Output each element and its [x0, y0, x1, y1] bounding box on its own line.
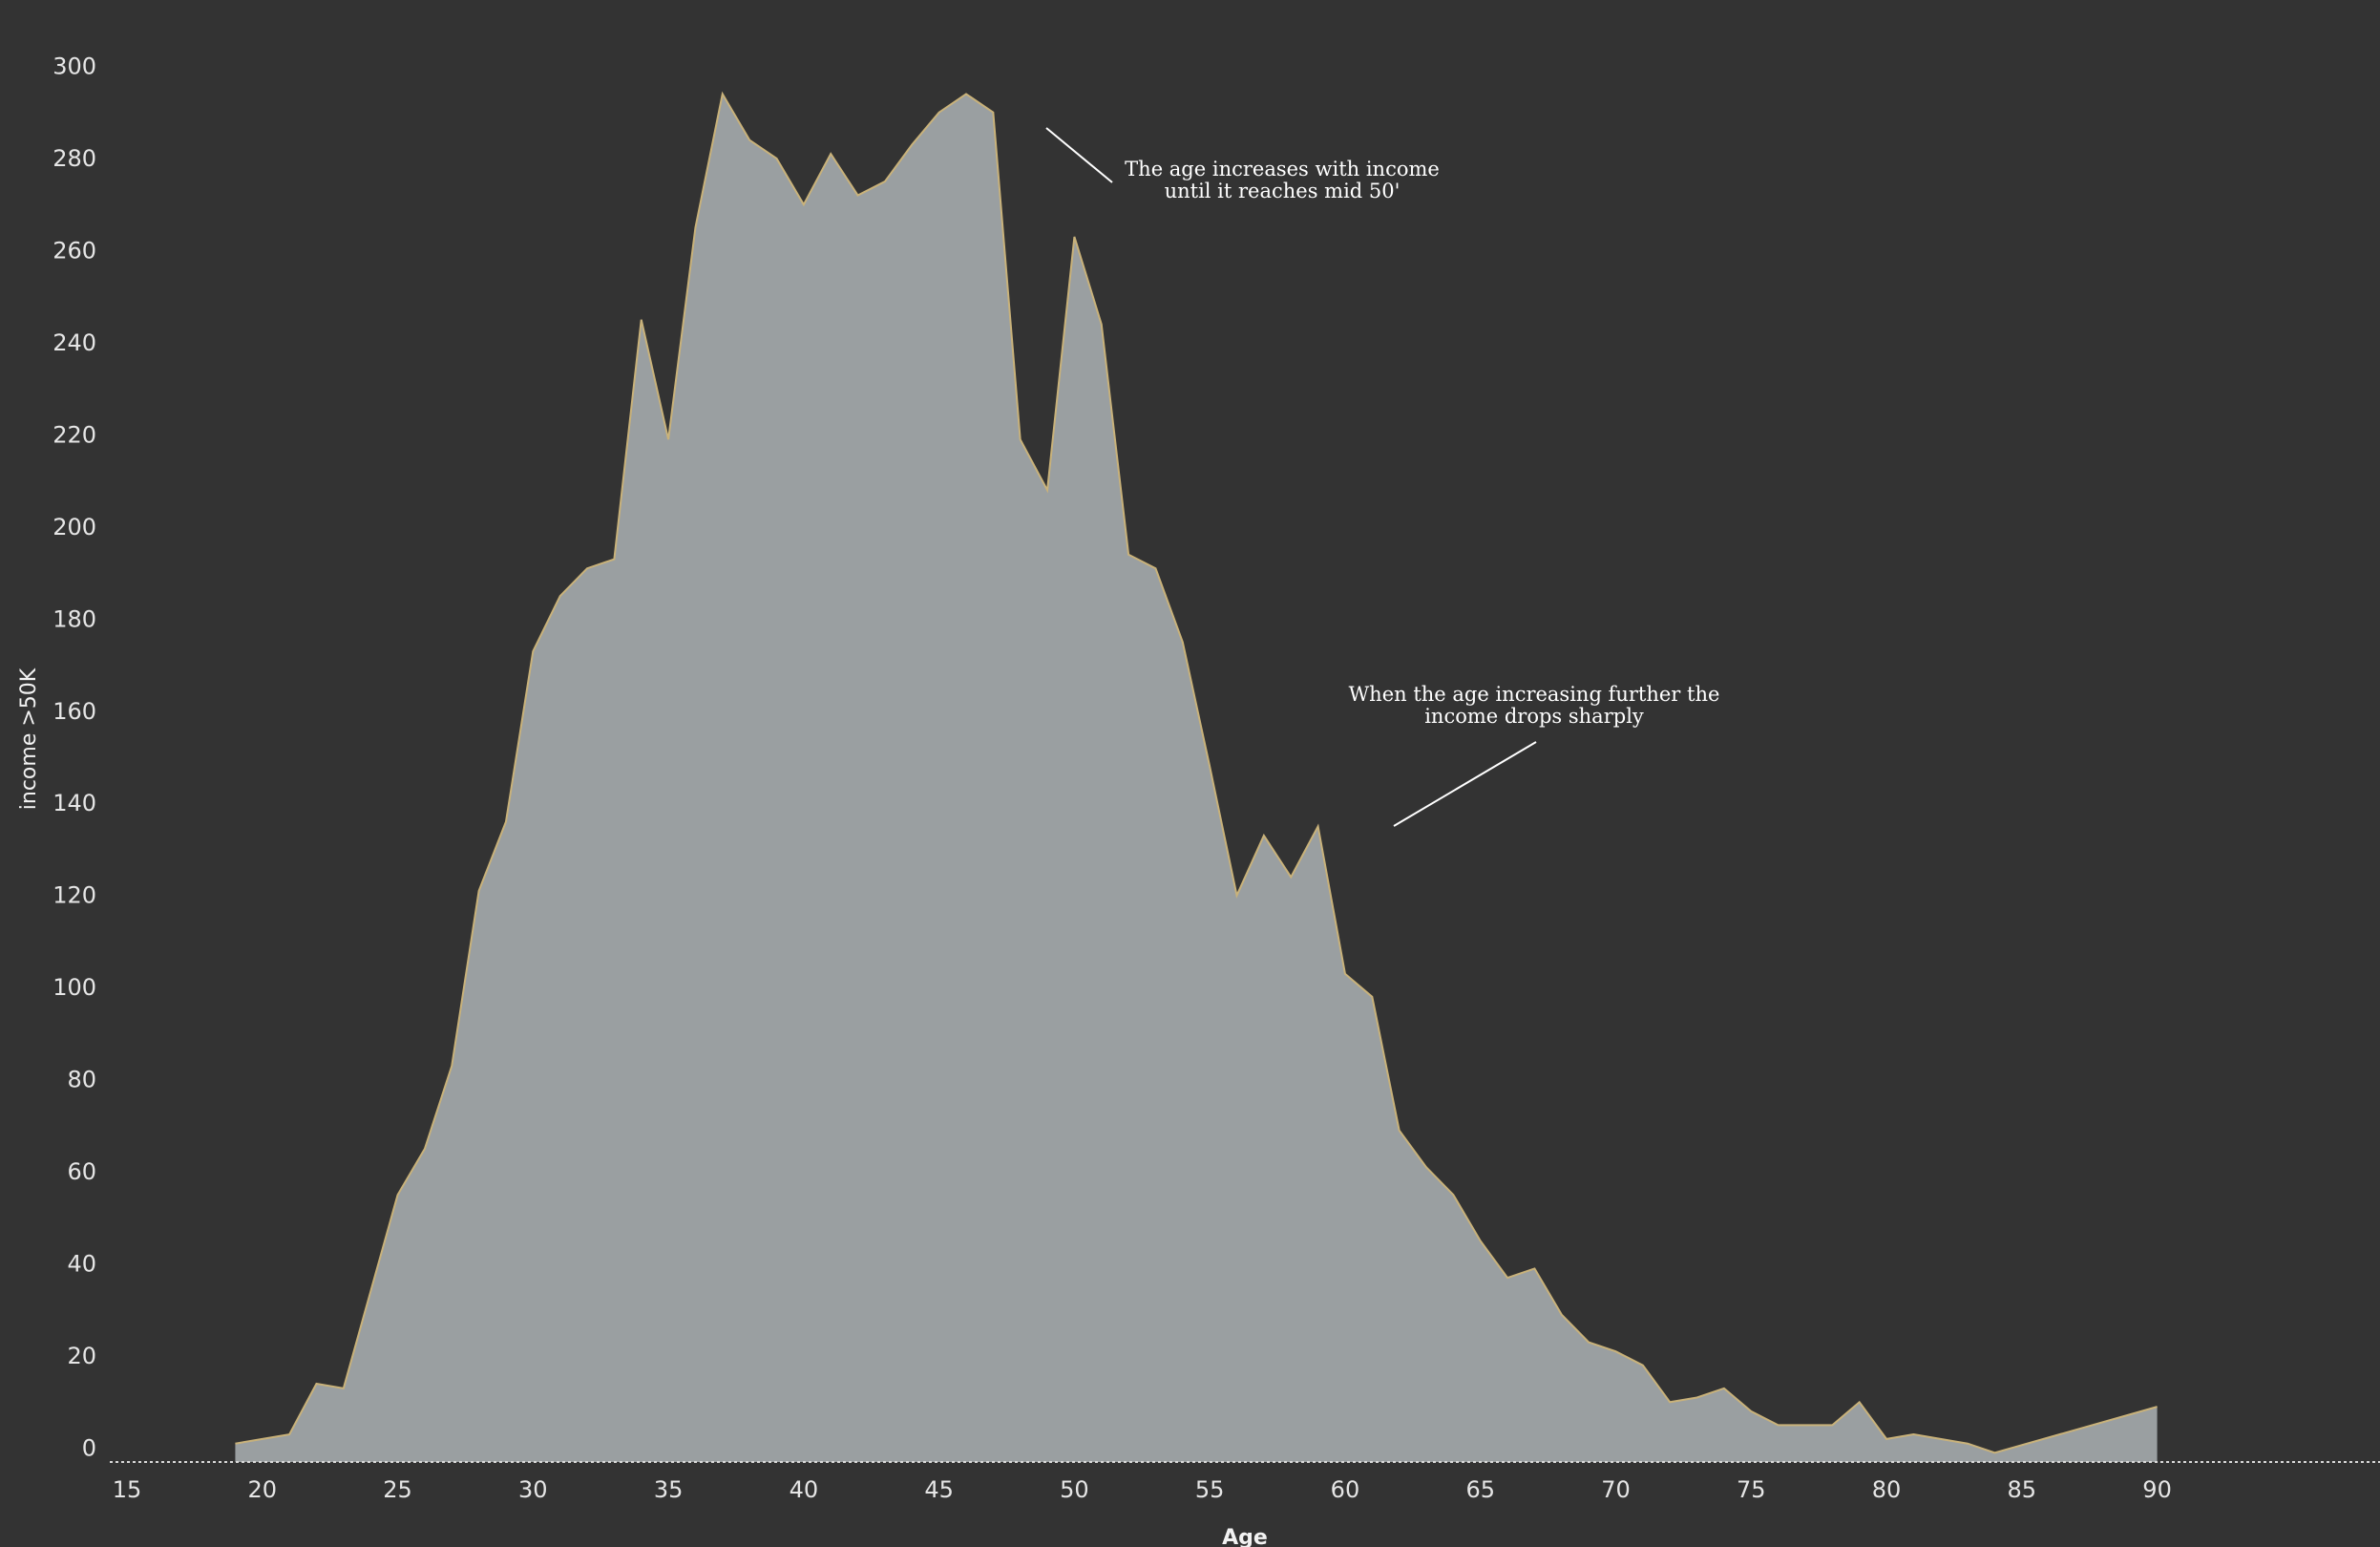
- x-tick-label: 80: [1872, 1476, 1902, 1503]
- y-tick-label: 140: [53, 790, 96, 816]
- income-area-outline: [235, 91, 2158, 1454]
- x-tick-label: 50: [1060, 1476, 1089, 1503]
- y-tick-label: 200: [53, 514, 96, 540]
- annotation-2-line-1: When the age increasing further the: [1349, 683, 1720, 706]
- x-tick-label: 25: [383, 1476, 412, 1503]
- annotation-1-line-1: The age increases with income: [1125, 158, 1440, 180]
- x-tick-label: 20: [247, 1476, 277, 1503]
- y-tick-label: 40: [67, 1251, 96, 1278]
- x-tick-label: 55: [1195, 1476, 1225, 1503]
- annotation-pointer-1: [1045, 127, 1113, 183]
- annotation-income-growth: The age increases with income until it r…: [1045, 127, 1440, 202]
- y-tick-label: 120: [53, 882, 96, 909]
- x-tick-label: 85: [2008, 1476, 2037, 1503]
- y-axis-title: income >50K: [17, 668, 41, 810]
- annotation-1-line-2: until it reaches mid 50': [1165, 180, 1401, 202]
- y-axis-ticks: 0 20 40 60 80 100 120 140 160 180 200 220 240 260 280 3…: [53, 53, 96, 1461]
- income-area-fill: [235, 94, 2158, 1463]
- y-tick-label: 80: [67, 1067, 96, 1093]
- x-tick-label: 70: [1601, 1476, 1631, 1503]
- y-tick-label: 240: [53, 329, 96, 356]
- y-tick-label: 260: [53, 237, 96, 264]
- y-tick-label: 180: [53, 605, 96, 632]
- x-axis-ticks: 15 20 25 30 35 40 45 50 55 60 65 70 75 80 85 90: [113, 1476, 2172, 1503]
- x-tick-label: 75: [1737, 1476, 1766, 1503]
- x-tick-label: 90: [2142, 1476, 2172, 1503]
- annotation-income-drop: When the age increasing further the inco…: [1349, 683, 1720, 827]
- x-tick-label: 60: [1331, 1476, 1360, 1503]
- x-tick-label: 30: [518, 1476, 548, 1503]
- x-tick-label: 65: [1465, 1476, 1495, 1503]
- x-tick-label: 35: [654, 1476, 684, 1503]
- annotation-2-line-2: income drops sharply: [1424, 705, 1644, 728]
- y-tick-label: 20: [67, 1343, 96, 1369]
- y-tick-label: 100: [53, 974, 96, 1001]
- annotation-pointer-2: [1393, 741, 1537, 827]
- x-tick-label: 15: [113, 1476, 142, 1503]
- x-tick-label: 40: [790, 1476, 819, 1503]
- y-tick-label: 60: [67, 1158, 96, 1185]
- y-tick-label: 0: [82, 1435, 96, 1462]
- y-tick-label: 280: [53, 145, 96, 172]
- y-tick-label: 220: [53, 421, 96, 448]
- x-axis-title: Age: [1222, 1526, 1268, 1547]
- y-tick-label: 300: [53, 53, 96, 79]
- x-tick-label: 45: [924, 1476, 954, 1503]
- y-tick-label: 160: [53, 698, 96, 725]
